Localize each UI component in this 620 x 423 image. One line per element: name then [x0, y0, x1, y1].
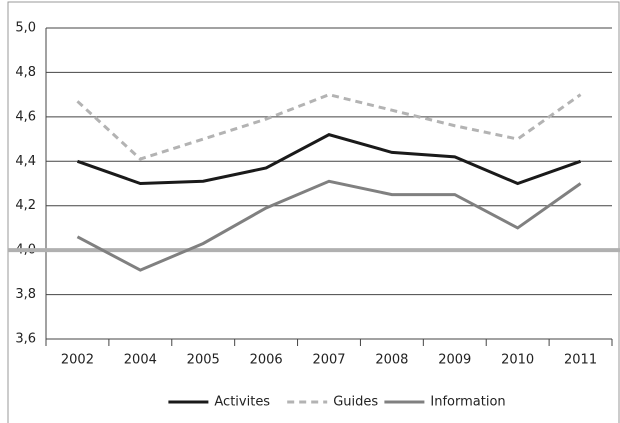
legend-label: Guides: [333, 395, 378, 410]
x-tick-label: 2002: [61, 353, 94, 368]
y-tick-label: 3,6: [15, 332, 36, 347]
x-tick-label: 2010: [501, 353, 534, 368]
x-tick-label: 2004: [124, 353, 157, 368]
x-tick-label: 2006: [250, 353, 283, 368]
x-tick-label: 2005: [187, 353, 220, 368]
x-tick-label: 2009: [438, 353, 471, 368]
chart-frame: [7, 1, 620, 423]
legend-label: Activites: [214, 395, 270, 410]
x-tick-label: 2011: [564, 353, 597, 368]
series-line: [76, 133, 582, 186]
y-tick-label: 4,2: [15, 198, 36, 213]
series-line: [76, 93, 582, 161]
x-tick-label: 2008: [375, 353, 408, 368]
y-tick-label: 4,4: [15, 154, 36, 169]
series-line: [76, 179, 582, 272]
y-tick-label: 4,8: [15, 65, 36, 80]
legend-label: Information: [430, 395, 505, 410]
x-tick-label: 2007: [312, 353, 345, 368]
y-tick-label: 3,8: [15, 287, 36, 302]
y-tick-label: 4,6: [15, 109, 36, 124]
y-tick-label: 5,0: [15, 21, 36, 36]
